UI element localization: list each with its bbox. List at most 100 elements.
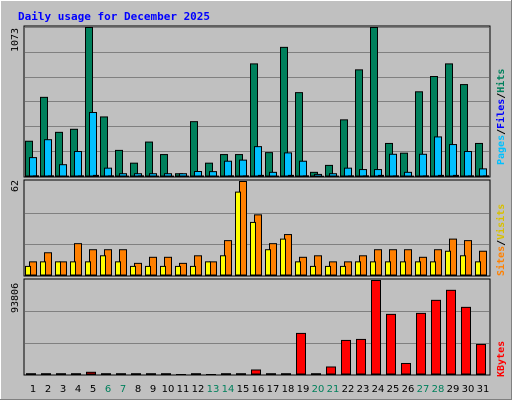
bar-files-31 — [479, 168, 487, 177]
bar-kbytes-17 — [266, 373, 276, 375]
bar-visits-4 — [74, 243, 82, 276]
x-tick-17: 17 — [267, 384, 280, 395]
bar-pages-21 — [333, 175, 339, 178]
bar-pages-26 — [408, 175, 414, 178]
bar-sites-3 — [55, 261, 61, 276]
bar-sites-5 — [85, 261, 91, 276]
legend-sep-2: / — [496, 93, 507, 99]
bar-files-3 — [59, 164, 67, 177]
x-tick-labels: 1 2 3 4 5 6 7 8 9 10 11 12 13 14 15 16 17 18 19 20 21 22 23 24 2… — [30, 384, 490, 395]
bar-sites-27 — [415, 261, 421, 276]
x-tick-26: 26 — [402, 384, 415, 395]
bar-kbytes-26 — [401, 362, 411, 375]
legend-kbytes: KBytes — [496, 341, 507, 377]
bar-sites-15 — [235, 191, 241, 276]
x-tick-2: 2 — [45, 384, 51, 395]
x-tick-14: 14 — [222, 384, 235, 395]
bar-kbytes-10 — [161, 373, 171, 375]
bar-kbytes-6 — [101, 373, 111, 375]
bar-pages-11 — [183, 175, 189, 178]
bar-pages-31 — [483, 175, 489, 177]
bar-files-25 — [389, 153, 397, 177]
x-tick-27: 27 — [417, 384, 430, 395]
bar-files-2 — [44, 139, 52, 177]
panel-kbytes-frame — [23, 278, 491, 376]
bar-kbytes-30 — [461, 306, 471, 375]
bar-visits-20 — [314, 255, 322, 276]
bar-hits-24 — [370, 27, 378, 177]
legend-sep-1: / — [496, 129, 507, 135]
bar-visits-12 — [194, 255, 202, 276]
bar-pages-29 — [453, 174, 459, 177]
bar-kbytes-23 — [356, 338, 366, 375]
y-max-label-visits: 62 — [10, 180, 21, 192]
bar-files-26 — [404, 171, 412, 177]
bar-pages-25 — [393, 175, 399, 177]
bar-pages-7 — [123, 175, 129, 178]
y-max-label-kbytes: 93806 — [10, 283, 21, 313]
bar-pages-14 — [228, 175, 234, 177]
bar-pages-18 — [288, 174, 294, 177]
bar-sites-26 — [400, 261, 406, 276]
x-tick-24: 24 — [372, 384, 385, 395]
legend-files: Files — [495, 99, 507, 129]
bar-kbytes-24 — [371, 280, 381, 375]
bar-sites-20 — [310, 265, 316, 276]
bar-sites-22 — [340, 265, 346, 276]
x-tick-25: 25 — [387, 384, 400, 395]
bar-hits-22 — [340, 119, 348, 177]
bar-sites-2 — [40, 261, 46, 276]
bar-kbytes-5 — [86, 371, 96, 375]
panel-kbytes — [23, 278, 491, 376]
x-tick-1: 1 — [30, 384, 36, 395]
x-tick-28: 28 — [432, 384, 445, 395]
bar-kbytes-11 — [176, 374, 186, 376]
x-tick-5: 5 — [90, 384, 96, 395]
legend-sites: Sites — [495, 246, 507, 276]
bar-sites-25 — [385, 261, 391, 276]
bar-kbytes-21 — [326, 366, 336, 375]
legend-sites-visits: Sites/Visits — [495, 204, 507, 276]
bar-kbytes-22 — [341, 339, 351, 375]
bar-files-18 — [284, 152, 292, 177]
bar-files-5 — [89, 111, 97, 177]
bar-files-13 — [209, 171, 217, 177]
x-tick-8: 8 — [135, 384, 141, 395]
bar-pages-20 — [318, 175, 324, 178]
bar-sites-29 — [445, 250, 451, 276]
x-tick-20: 20 — [312, 384, 325, 395]
bar-sites-4 — [70, 261, 76, 276]
bar-kbytes-8 — [131, 373, 141, 375]
bar-kbytes-18 — [281, 373, 291, 375]
bar-files-12 — [194, 171, 202, 177]
bar-pages-23 — [363, 175, 369, 177]
legend-visits: Visits — [495, 204, 507, 240]
legend-pages-files-hits: Pages/Files/Hits — [495, 69, 507, 165]
bar-sites-13 — [205, 261, 211, 276]
bar-pages-6 — [108, 175, 114, 177]
x-tick-22: 22 — [342, 384, 355, 395]
bar-kbytes-29 — [446, 289, 456, 375]
bar-kbytes-9 — [146, 373, 156, 375]
bar-sites-11 — [175, 265, 181, 276]
bar-pages-12 — [198, 175, 204, 177]
x-tick-16: 16 — [252, 384, 265, 395]
bar-files-19 — [299, 160, 307, 177]
bar-sites-16 — [250, 221, 256, 276]
bar-sites-7 — [115, 261, 121, 276]
bar-sites-1 — [25, 265, 31, 276]
x-tick-18: 18 — [282, 384, 295, 395]
bar-pages-4 — [78, 175, 84, 177]
bar-files-16 — [254, 146, 262, 177]
bar-pages-5 — [93, 174, 99, 177]
bar-files-14 — [224, 160, 232, 177]
bar-files-6 — [104, 167, 112, 177]
bar-sites-18 — [280, 238, 286, 276]
bar-kbytes-12 — [191, 373, 201, 375]
bar-kbytes-7 — [116, 373, 126, 375]
chart-title: Daily usage for December 2025 — [18, 10, 210, 23]
legend-sep-3: / — [496, 240, 507, 246]
bar-sites-21 — [325, 265, 331, 276]
bar-pages-22 — [348, 175, 354, 177]
